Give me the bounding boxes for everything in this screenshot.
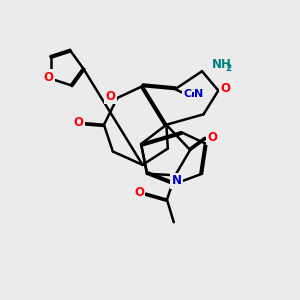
- Text: O: O: [106, 90, 116, 103]
- Text: O: O: [44, 71, 53, 84]
- Text: NH: NH: [212, 58, 231, 71]
- Text: O: O: [134, 186, 144, 199]
- Text: C: C: [183, 89, 191, 99]
- Text: O: O: [220, 82, 230, 95]
- Text: N: N: [172, 174, 182, 187]
- Text: O: O: [74, 116, 84, 129]
- Text: O: O: [207, 131, 217, 144]
- Text: N: N: [194, 89, 204, 99]
- Text: 2: 2: [225, 64, 231, 73]
